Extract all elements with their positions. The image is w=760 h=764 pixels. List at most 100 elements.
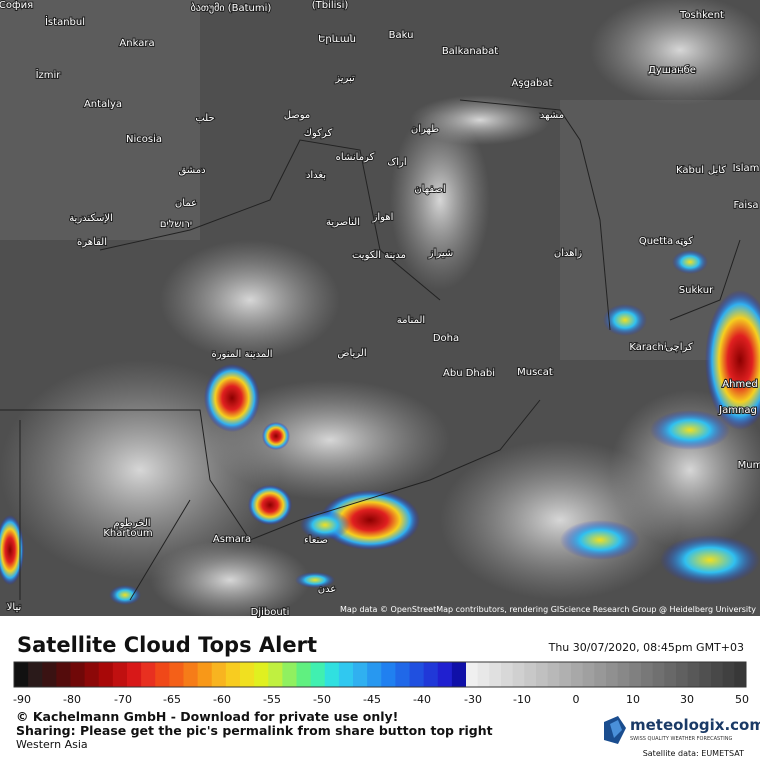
city-label: الإسكندرية xyxy=(69,213,113,224)
city-label: Душанбе xyxy=(648,65,696,76)
scale-swatch xyxy=(98,662,114,687)
scale-tick-label: -65 xyxy=(163,693,181,706)
color-scale xyxy=(13,661,747,688)
scale-swatch xyxy=(197,662,213,687)
scale-swatch xyxy=(183,662,199,687)
scale-swatch xyxy=(617,662,630,687)
scale-swatch xyxy=(56,662,71,687)
scale-swatch xyxy=(606,662,619,687)
scale-tick-label: -45 xyxy=(363,693,381,706)
scale-swatch xyxy=(310,662,326,687)
scale-swatch xyxy=(722,662,735,687)
scale-ticks: -90 -80 -70 -65 -60 -55 -50 -45 -40 -30 -10 0 10 30 50 xyxy=(13,693,749,706)
scale-swatch xyxy=(676,662,689,687)
scale-tick-label: -80 xyxy=(63,693,81,706)
city-label: حلب xyxy=(195,113,214,124)
city-label: نيالا xyxy=(7,602,22,613)
city-label: София xyxy=(0,0,33,11)
city-label: Khartoum xyxy=(103,528,152,539)
city-label: Ankara xyxy=(119,38,154,49)
city-label: کوټه xyxy=(675,236,693,247)
city-label: Kabul xyxy=(676,165,704,176)
city-label: Mum xyxy=(738,460,760,471)
title: Satellite Cloud Tops Alert xyxy=(17,633,317,657)
city-label: Abu Dhabi xyxy=(443,368,495,379)
storm-cells xyxy=(0,250,760,605)
city-label: موصل xyxy=(284,110,311,121)
scale-swatch xyxy=(687,662,700,687)
city-label: عمان xyxy=(175,198,197,209)
scale-tick-label: -55 xyxy=(263,693,281,706)
region: Western Asia xyxy=(16,738,88,751)
scale-swatch xyxy=(211,662,227,687)
scale-swatch xyxy=(512,662,525,687)
scale-swatch xyxy=(466,662,479,687)
scale-tick-label: -40 xyxy=(413,693,431,706)
city-label: المدينة المنورة xyxy=(211,349,272,360)
city-label: تبريز xyxy=(334,73,355,84)
scale-swatch xyxy=(524,662,537,687)
scale-swatch xyxy=(664,662,677,687)
city-label: طهران xyxy=(411,124,439,135)
city-label: Karachi xyxy=(629,342,666,353)
city-label: الخرطوم xyxy=(113,518,150,529)
map-labels: София İstanbul Ankara İzmir Antalya Nicosia ბა… xyxy=(0,0,760,619)
scale-swatch xyxy=(84,662,100,687)
scale-swatch xyxy=(42,662,57,687)
scale-swatch xyxy=(451,662,467,687)
scale-swatch xyxy=(14,662,29,687)
city-label: Djibouti xyxy=(251,607,290,618)
city-label: دمشق xyxy=(178,165,205,176)
city-label: کراچی xyxy=(665,342,693,353)
city-label: Asmara xyxy=(213,534,251,545)
city-label: مدينة الكويت xyxy=(352,250,406,261)
borders xyxy=(0,99,741,601)
scale-swatch xyxy=(409,662,425,687)
scale-tick-label: -90 xyxy=(13,693,31,706)
brand: meteologix.com xyxy=(630,716,760,734)
map: Map data © OpenStreetMap contributors, r… xyxy=(0,0,760,620)
city-label: الناصرية xyxy=(326,217,360,228)
scale-swatch xyxy=(141,662,156,687)
brand-tagline: SWISS QUALITY WEATHER FORECASTING xyxy=(630,736,732,742)
scale-swatch xyxy=(70,662,86,687)
scale-swatch xyxy=(268,662,283,687)
city-label: المنامة xyxy=(397,315,425,326)
scale-frame xyxy=(13,661,747,688)
city-label: شيراز xyxy=(428,248,454,259)
copyright: © Kachelmann GmbH - Download for private… xyxy=(16,709,398,724)
scale-swatch xyxy=(423,662,439,687)
city-label: كرمانشاه xyxy=(336,152,375,163)
logo: meteologix.com SWISS QUALITY WEATHER FOR… xyxy=(604,716,760,744)
city-label: القاهرة xyxy=(77,237,107,248)
scale-tick-label: -30 xyxy=(464,693,482,706)
scale-swatch xyxy=(734,662,747,687)
city-label: Muscat xyxy=(517,367,553,378)
scale-tick-label: -50 xyxy=(313,693,331,706)
city-label: Aşgabat xyxy=(512,78,553,89)
city-label: الرياض xyxy=(337,348,366,359)
city-label: İzmir xyxy=(36,68,62,81)
city-label: Ahmed xyxy=(722,379,757,390)
city-label: اصفهان xyxy=(414,184,445,195)
city-label: کابل xyxy=(708,165,726,176)
scale-swatch xyxy=(282,662,297,687)
scale-swatch xyxy=(225,662,241,687)
scale-swatch xyxy=(338,662,354,687)
city-label: Antalya xyxy=(84,99,122,110)
scale-swatch xyxy=(594,662,607,687)
scale-swatch xyxy=(169,662,184,687)
scale-swatch xyxy=(28,662,43,687)
scale-swatch xyxy=(437,662,453,687)
city-label: Quetta xyxy=(639,236,673,247)
city-label: (Tbilisi) xyxy=(312,0,349,11)
scale-swatch xyxy=(699,662,712,687)
scale-tick-label: -10 xyxy=(513,693,531,706)
city-label: İstanbul xyxy=(45,15,85,28)
satellite-credit: Satellite data: EUMETSAT xyxy=(643,749,744,758)
city-label: كركوك xyxy=(304,128,333,139)
city-label: Baku xyxy=(389,30,414,41)
scale-tick-label: 50 xyxy=(735,693,749,706)
scale-swatch xyxy=(582,662,595,687)
